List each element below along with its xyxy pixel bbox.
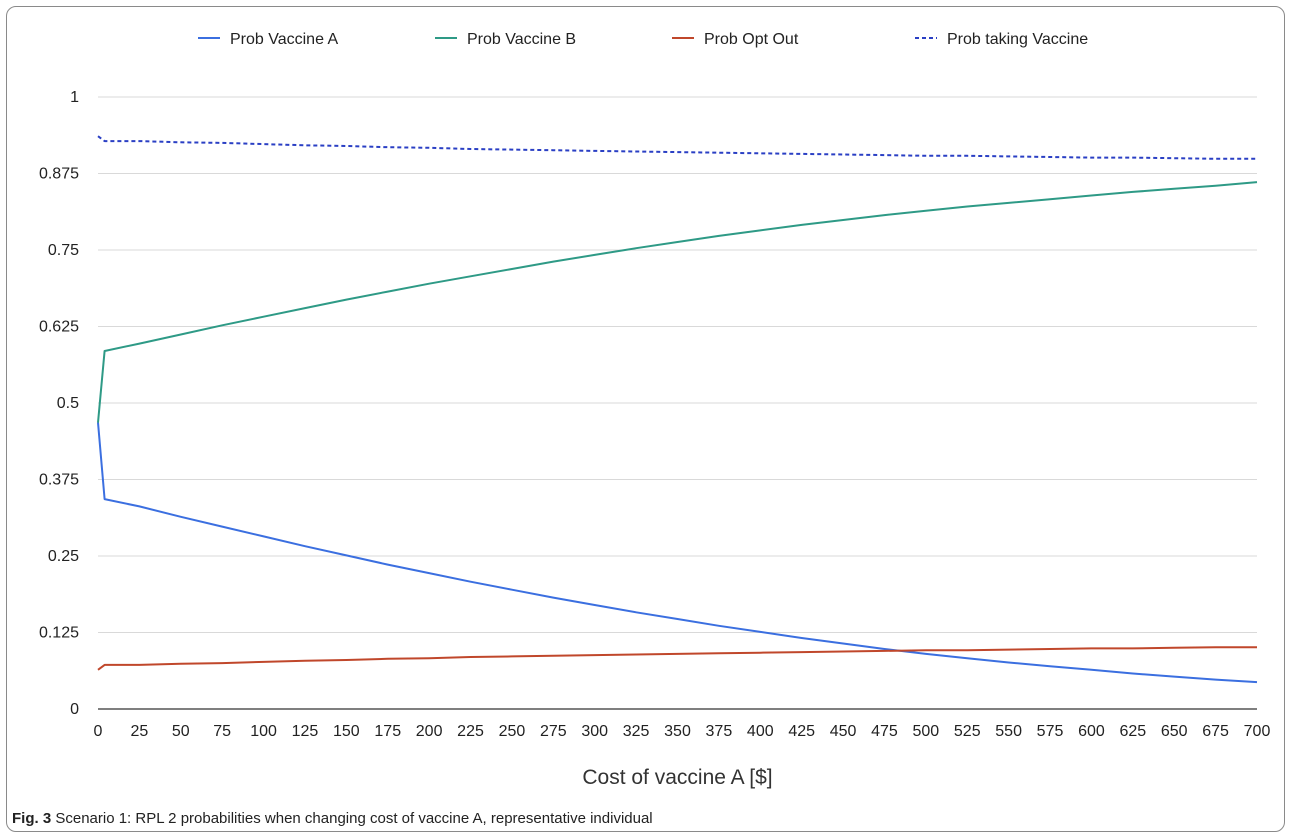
x-tick-label: 175 [374, 723, 401, 740]
x-tick-label: 75 [213, 723, 231, 740]
series-line [97, 422, 1258, 684]
y-tick-label: 0.25 [48, 548, 79, 565]
figure-frame [6, 6, 1285, 832]
x-tick-label: 600 [1078, 723, 1105, 740]
series-line [97, 135, 1257, 160]
y-tick-label: 0.125 [39, 625, 79, 642]
x-tick-label: 350 [664, 723, 691, 740]
x-tick-label: 550 [995, 723, 1022, 740]
x-tick-label: 25 [130, 723, 148, 740]
x-tick-label: 650 [1161, 723, 1188, 740]
x-tick-label: 275 [540, 723, 567, 740]
legend-label: Prob Vaccine B [467, 31, 576, 48]
legend-label: Prob Opt Out [704, 31, 799, 48]
legend-label: Prob taking Vaccine [947, 31, 1088, 48]
x-tick-label: 625 [1119, 723, 1146, 740]
x-tick-label: 125 [292, 723, 319, 740]
x-tick-label: 525 [954, 723, 981, 740]
x-tick-label: 50 [172, 723, 190, 740]
x-tick-label: 300 [581, 723, 608, 740]
caption-text: Scenario 1: RPL 2 probabilities when cha… [55, 810, 653, 827]
series-line [97, 181, 1258, 423]
x-tick-label: 325 [623, 723, 650, 740]
x-tick-label: 475 [871, 723, 898, 740]
y-tick-label: 0 [70, 701, 79, 718]
x-tick-label: 225 [457, 723, 484, 740]
x-tick-label: 250 [499, 723, 526, 740]
figure-caption: Fig. 3 Scenario 1: RPL 2 probabilities w… [12, 810, 653, 827]
x-axis-title: Cost of vaccine A [$] [582, 766, 772, 789]
x-tick-label: 0 [94, 723, 103, 740]
x-tick-label: 700 [1244, 723, 1271, 740]
y-tick-label: 0.375 [39, 472, 79, 489]
legend-label: Prob Vaccine A [230, 31, 339, 48]
x-tick-label: 400 [747, 723, 774, 740]
x-tick-label: 575 [1037, 723, 1064, 740]
x-tick-label: 200 [416, 723, 443, 740]
caption-label: Fig. 3 [12, 810, 52, 827]
x-tick-label: 150 [333, 723, 360, 740]
series-line [97, 646, 1257, 671]
y-tick-label: 0.5 [57, 395, 79, 412]
x-tick-label: 675 [1202, 723, 1229, 740]
y-tick-label: 0.75 [48, 242, 79, 259]
x-tick-label: 100 [250, 723, 277, 740]
y-tick-label: 0.875 [39, 166, 79, 183]
x-tick-label: 425 [788, 723, 815, 740]
x-tick-label: 450 [830, 723, 857, 740]
y-tick-label: 1 [70, 89, 79, 106]
y-tick-label: 0.625 [39, 319, 79, 336]
x-tick-label: 500 [913, 723, 940, 740]
x-tick-label: 375 [706, 723, 733, 740]
